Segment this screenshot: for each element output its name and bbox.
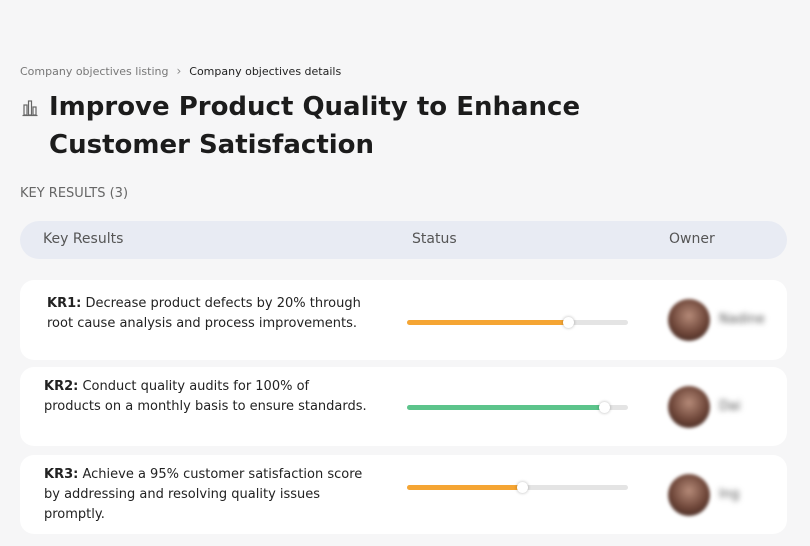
column-header: Status: [412, 231, 457, 247]
key-result-label: KR2:: [44, 379, 79, 394]
breadcrumb-link[interactable]: Company objectives listing: [20, 64, 169, 78]
progress-track: [407, 317, 628, 328]
key-result-card: KR2: Conduct quality audits for 100% of …: [20, 367, 787, 446]
objective-icon: [22, 100, 38, 117]
owner-avatar: [668, 386, 710, 428]
progress-bar: [407, 485, 522, 490]
owner-avatar: [668, 299, 710, 341]
progress-knob: [563, 317, 575, 328]
breadcrumb: Company objectives listing › Company obj…: [20, 64, 341, 78]
section-label: KEY RESULTS (3): [20, 186, 129, 201]
table-header: Key Results Status Owner: [20, 221, 787, 259]
owner-name: Ing: [719, 487, 740, 502]
key-result-text: KR3: Achieve a 95% customer satisfaction…: [44, 465, 370, 525]
column-header: Key Results: [43, 231, 124, 247]
key-result-description: Achieve a 95% customer satisfaction scor…: [44, 467, 363, 522]
owner-name: Nadine: [719, 312, 765, 327]
page-title: Improve Product Quality to Enhance Custo…: [49, 92, 581, 160]
progress-knob: [516, 482, 528, 493]
key-result-text: KR2: Conduct quality audits for 100% of …: [44, 377, 370, 417]
key-result-card: KR1: Decrease product defects by 20% thr…: [20, 280, 787, 360]
breadcrumb-separator: ›: [176, 64, 182, 78]
key-result-description: Decrease product defects by 20% through …: [47, 296, 361, 331]
progress-knob: [598, 402, 610, 413]
key-result-card: KR3: Achieve a 95% customer satisfaction…: [20, 455, 787, 534]
progress-track: [407, 402, 628, 413]
progress-bar: [407, 405, 604, 410]
key-result-label: KR3:: [44, 467, 79, 482]
key-result-label: KR1:: [47, 296, 82, 311]
owner-name: Dai: [719, 399, 741, 414]
progress-bar: [407, 320, 569, 325]
column-header: Owner: [669, 231, 715, 247]
breadcrumb-current: Company objectives details: [189, 64, 342, 78]
key-result-description: Conduct quality audits for 100% of produ…: [44, 379, 367, 414]
progress-track: [407, 482, 628, 493]
owner-avatar: [668, 474, 710, 516]
key-result-text: KR1: Decrease product defects by 20% thr…: [47, 294, 373, 334]
